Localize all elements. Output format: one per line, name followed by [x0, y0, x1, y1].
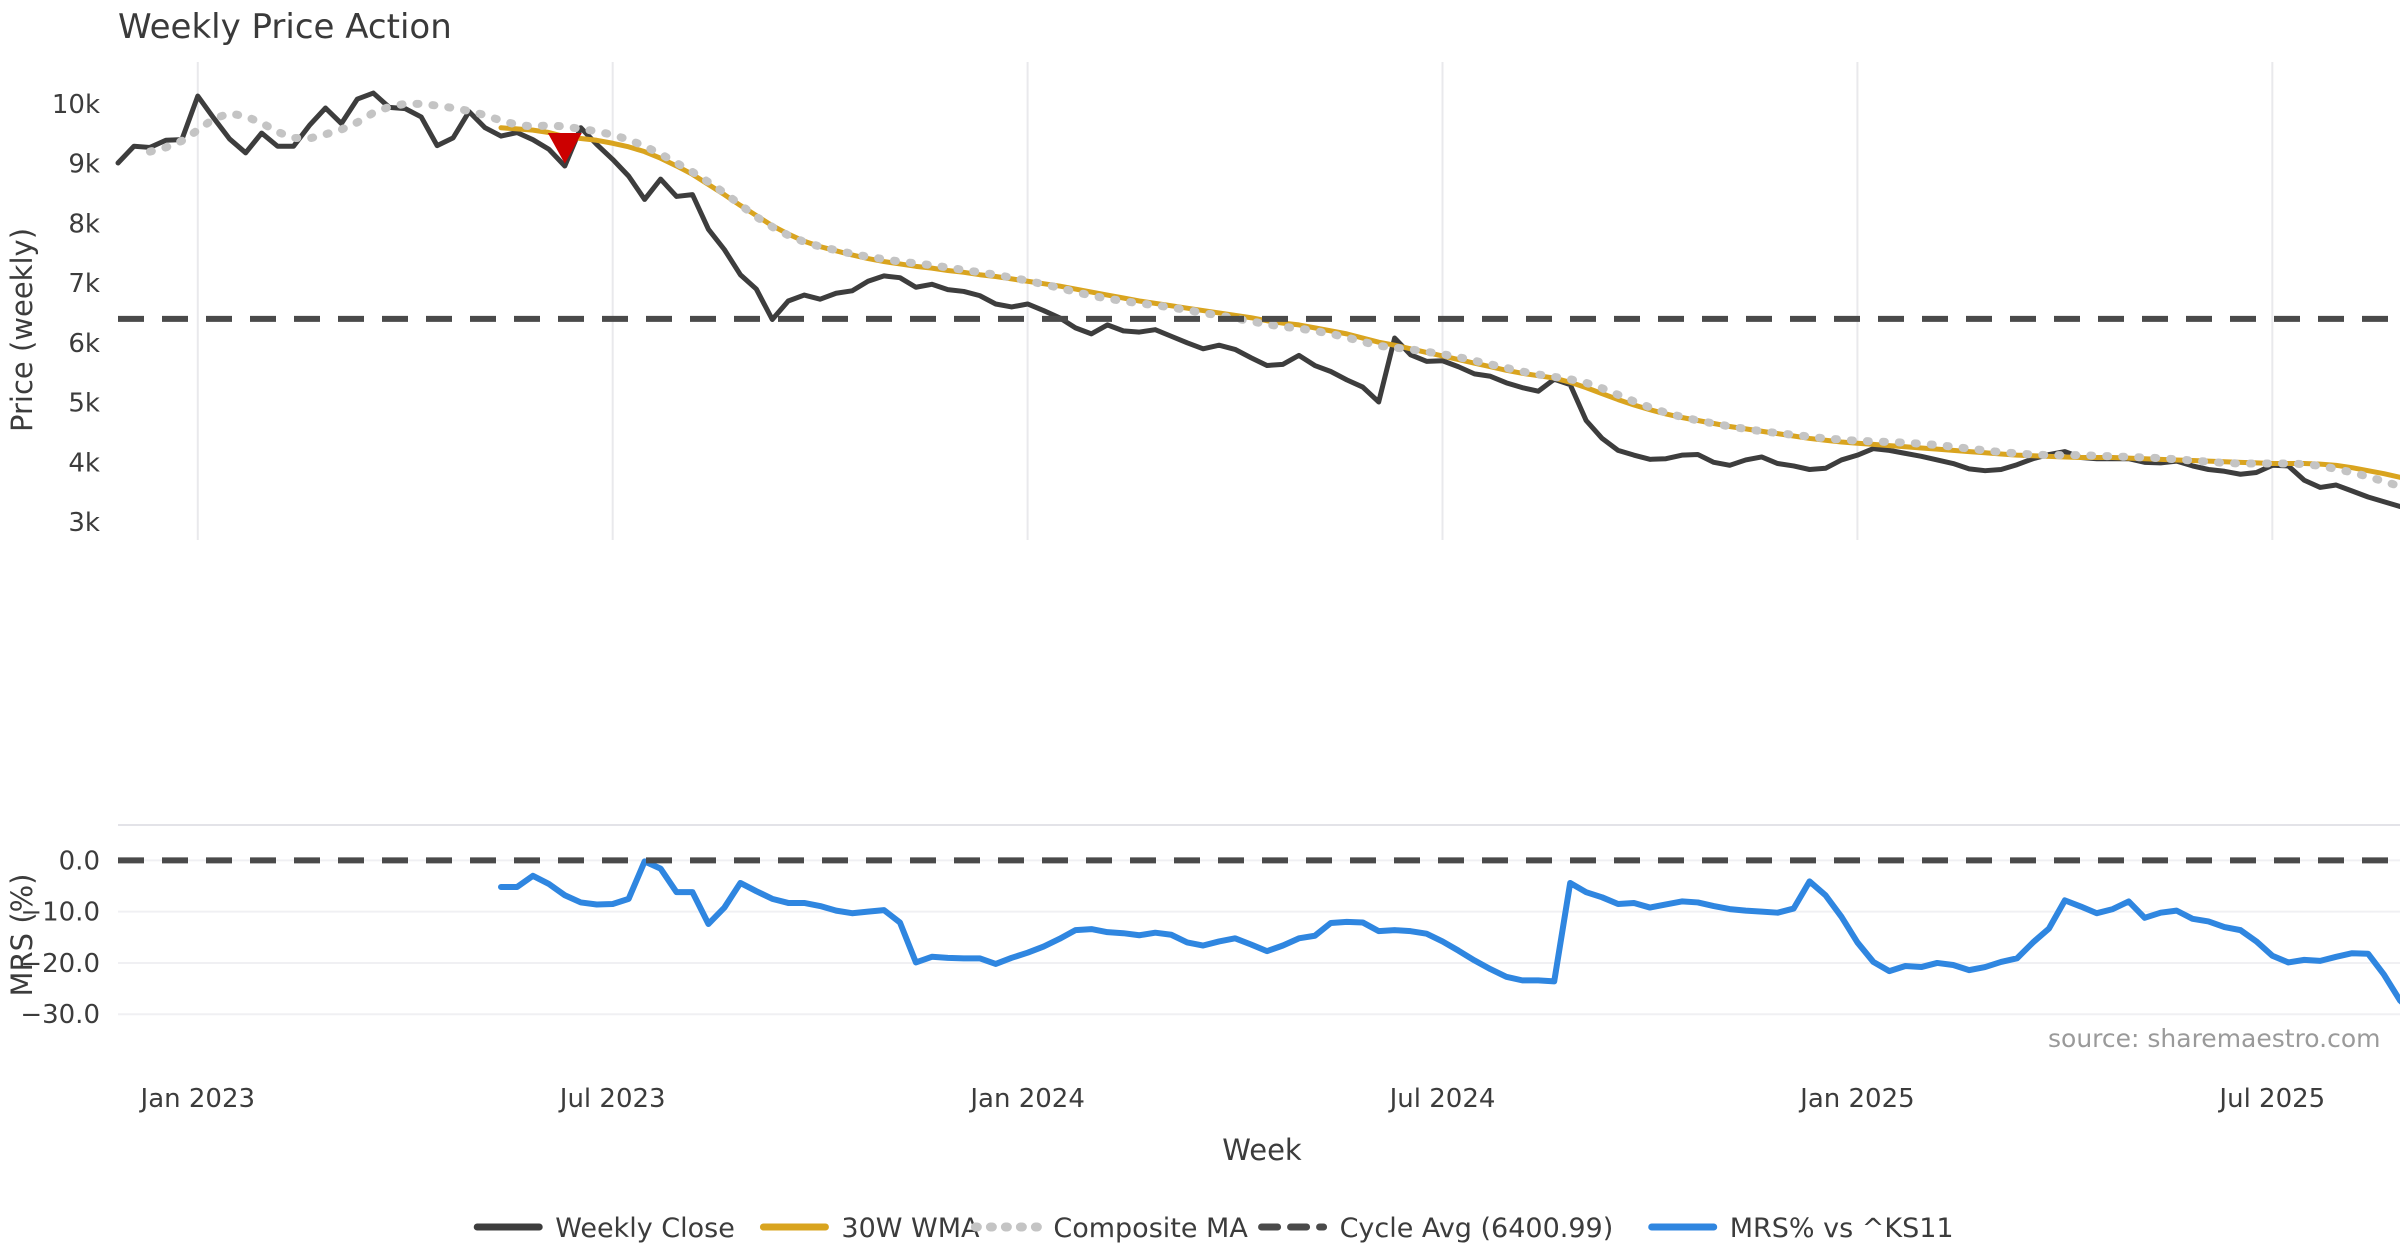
sell-signal-marker-icon — [547, 132, 582, 164]
price-ytick-5: 5k — [68, 389, 100, 419]
price-ytick-1: 9k — [68, 150, 100, 180]
mrs-panel-gridlines — [118, 824, 2400, 1016]
price-ytick-6: 4k — [68, 448, 100, 478]
xtick-1: Jul 2023 — [558, 1084, 666, 1114]
legend-label: 30W WMA — [841, 1213, 980, 1244]
legend-label: Cycle Avg (6400.99) — [1340, 1213, 1614, 1244]
price-panel-signal-marker — [547, 132, 582, 164]
x-tick-labels: Jan 2023 Jul 2023 Jan 2024 Jul 2024 Jan 2025… — [139, 1084, 2326, 1114]
price-ytick-0: 10k — [52, 90, 100, 120]
mrs-ytick-2: −20.0 — [20, 949, 100, 979]
series-line-weekly-close — [115, 90, 2400, 510]
legend-label: Composite MA — [1053, 1213, 1248, 1244]
price-ytick-4: 6k — [68, 329, 100, 359]
page-title: Weekly Price Action — [118, 7, 452, 47]
series-line-composite-ma — [145, 99, 2400, 491]
xtick-3: Jul 2024 — [1388, 1084, 1496, 1114]
price-ytick-2: 8k — [68, 209, 100, 239]
mrs-ytick-3: −30.0 — [20, 1000, 100, 1030]
price-axis-label: Price (weekly) — [5, 228, 39, 432]
mrs-panel-y-tick-labels: 0.0 −10.0 −20.0 −30.0 — [20, 846, 100, 1030]
price-ytick-3: 7k — [68, 269, 100, 299]
source-note: source: sharemaestro.com — [2048, 1024, 2381, 1053]
legend-item-mrs-vs-ks11[interactable]: MRS% vs ^KS11 — [1648, 1213, 1954, 1244]
legend-label: Weekly Close — [555, 1213, 735, 1244]
legend-item-weekly-close[interactable]: Weekly Close — [473, 1213, 735, 1244]
price-ytick-7: 3k — [68, 508, 100, 538]
xtick-5: Jul 2025 — [2217, 1084, 2325, 1114]
legend-item-30w-wma[interactable]: 30W WMA — [759, 1213, 980, 1244]
mrs-panel-series — [497, 858, 2400, 1005]
chart-legend: Weekly Close 30W WMA Composite MA Cycle Avg… — [473, 1213, 1954, 1244]
mrs-ytick-0: 0.0 — [59, 846, 100, 876]
xtick-2: Jan 2024 — [968, 1084, 1085, 1114]
mrs-ytick-1: −10.0 — [20, 898, 100, 928]
mrs-axis-label: MRS (%) — [5, 874, 39, 997]
x-axis-label: Week — [1222, 1133, 1302, 1167]
xtick-0: Jan 2023 — [139, 1084, 256, 1114]
xtick-4: Jan 2025 — [1798, 1084, 1915, 1114]
price-panel-series — [115, 90, 2400, 510]
series-line-mrs — [497, 858, 2400, 1005]
legend-item-cycle-avg-6400-99-[interactable]: Cycle Avg (6400.99) — [1258, 1213, 1614, 1244]
price-panel-y-tick-labels: 10k 9k 8k 7k 6k 5k 4k 3k — [52, 90, 100, 538]
legend-label: MRS% vs ^KS11 — [1730, 1213, 1954, 1244]
legend-item-composite-ma[interactable]: Composite MA — [970, 1213, 1248, 1244]
